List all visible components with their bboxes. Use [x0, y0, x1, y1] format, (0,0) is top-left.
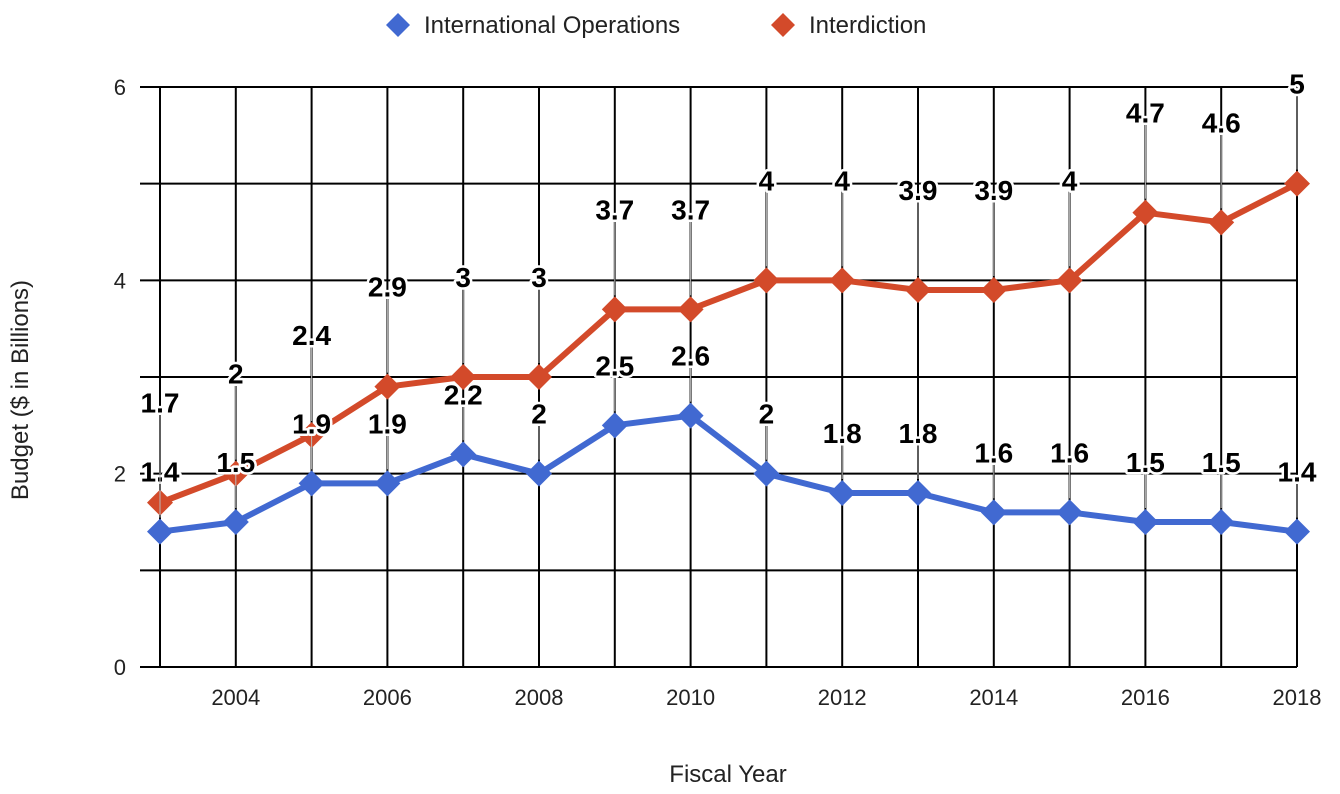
- data-point-marker: [753, 460, 780, 487]
- data-label: 2: [531, 399, 547, 430]
- data-label: 4: [834, 165, 850, 196]
- x-axis-title: Fiscal Year: [669, 761, 786, 788]
- x-tick-label: 2018: [1273, 685, 1322, 710]
- data-point-marker: [526, 364, 552, 390]
- data-label: 2.9: [368, 272, 407, 303]
- data-point-marker: [374, 470, 401, 497]
- data-point-marker: [374, 373, 401, 400]
- data-labels: 1.4 1.51.9 1.92.222.5 2.621.8 1.81.6 1.6 1.5 1.…: [138, 66, 1319, 518]
- data-label: 3: [455, 262, 471, 293]
- series-line: [158, 180, 1299, 506]
- data-label: 3.7: [595, 194, 634, 225]
- y-tick-label: 0: [114, 655, 126, 680]
- data-label: 1.5: [1126, 447, 1165, 478]
- data-point-marker: [147, 518, 173, 545]
- data-point-marker: [980, 499, 1007, 526]
- data-point-marker: [677, 296, 704, 323]
- axes: 0 2 4 6 2004 2006 2008 2010 2012 2014 2016 2018: [114, 75, 1322, 710]
- x-tick-label: 2012: [818, 685, 867, 710]
- data-label: 4: [1062, 165, 1078, 196]
- data-label: 1.8: [899, 418, 938, 449]
- data-point-marker: [1056, 499, 1083, 526]
- legend-marker: [386, 13, 410, 37]
- legend-label: Interdiction: [809, 12, 926, 39]
- data-point-marker: [829, 480, 856, 506]
- data-point-marker: [1132, 199, 1159, 226]
- data-point-marker: [601, 296, 628, 323]
- data-point-marker: [601, 412, 628, 439]
- x-tick-label: 2014: [969, 685, 1018, 710]
- data-point-marker: [980, 277, 1007, 303]
- data-point-marker: [450, 441, 477, 468]
- data-label: 1.8: [823, 418, 862, 449]
- data-label: 4: [759, 165, 775, 196]
- data-point-marker: [1208, 209, 1235, 236]
- data-point-marker: [829, 267, 856, 294]
- y-tick-label: 6: [114, 75, 126, 100]
- data-point-marker: [222, 509, 249, 535]
- data-point-marker: [905, 277, 931, 303]
- data-point-marker: [905, 480, 931, 506]
- series-line: [159, 412, 1298, 535]
- legend[interactable]: International Operations Interdiction: [386, 12, 926, 39]
- series-lines: [147, 170, 1310, 545]
- y-tick-label: 4: [114, 268, 126, 293]
- data-point-marker: [1208, 509, 1235, 535]
- data-label: 2: [759, 399, 775, 430]
- data-label: 3.7: [671, 194, 710, 225]
- data-label: 1.6: [974, 437, 1013, 468]
- data-label: 3: [531, 262, 547, 293]
- x-tick-label: 2004: [211, 685, 260, 710]
- data-label: 4.6: [1202, 107, 1241, 138]
- data-point-marker: [677, 402, 704, 429]
- data-label: 1.9: [368, 408, 407, 439]
- data-label: 1.4: [1278, 457, 1317, 488]
- data-label: 3.9: [974, 175, 1013, 206]
- legend-label: International Operations: [424, 12, 680, 39]
- data-label: 2: [228, 359, 244, 390]
- data-label: 3.9: [899, 175, 938, 206]
- data-label: 2.4: [292, 320, 331, 351]
- data-label: 1.7: [141, 388, 180, 419]
- x-tick-label: 2016: [1121, 685, 1170, 710]
- y-axis-title: Budget ($ in Billions): [7, 280, 34, 500]
- data-label: 2.5: [595, 350, 634, 381]
- data-point-marker: [1132, 509, 1159, 535]
- x-tick-label: 2008: [515, 685, 564, 710]
- y-tick-label: 2: [114, 462, 126, 487]
- data-label: 2.2: [444, 379, 483, 410]
- data-label: 5: [1289, 69, 1305, 100]
- data-label: 1.5: [1202, 447, 1241, 478]
- data-label: 2.6: [671, 341, 710, 372]
- x-tick-label: 2010: [666, 685, 715, 710]
- gridlines: [140, 86, 1298, 668]
- data-point-marker: [298, 470, 325, 497]
- data-label: 1.6: [1050, 437, 1089, 468]
- data-point-marker: [450, 364, 477, 390]
- data-point-marker: [1284, 518, 1310, 545]
- data-label: 4.7: [1126, 98, 1165, 129]
- data-point-marker: [526, 460, 552, 487]
- x-tick-label: 2006: [363, 685, 412, 710]
- data-point-marker: [1284, 170, 1310, 197]
- data-point-marker: [1056, 267, 1083, 294]
- data-point-marker: [753, 267, 780, 294]
- legend-marker: [771, 13, 795, 37]
